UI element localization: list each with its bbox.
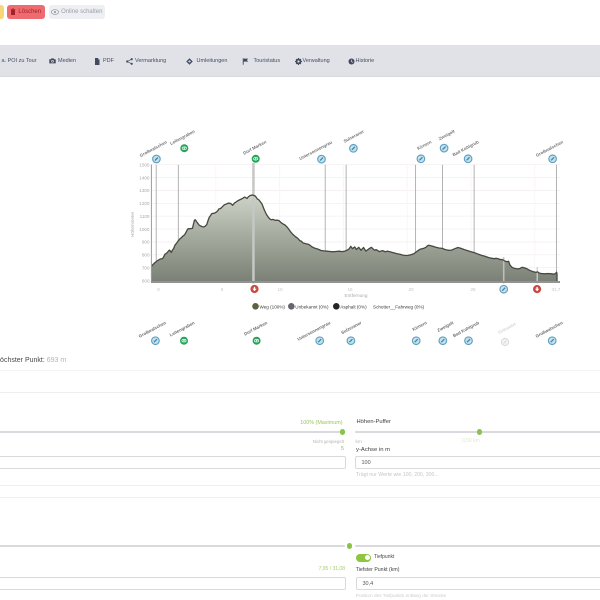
svg-text:Großwalschen: Großwalschen [535,320,564,339]
svg-text:Bad Kohlgrub: Bad Kohlgrub [452,139,480,157]
svg-text:1400: 1400 [139,175,150,180]
svg-text:Kirnern: Kirnern [416,139,432,151]
svg-text:20: 20 [408,287,414,292]
svg-text:Dorf Marken: Dorf Marken [243,320,268,337]
svg-text:Asphalt (0%): Asphalt (0%) [340,304,367,309]
svg-text:Untersonnengrau: Untersonnengrau [297,320,332,342]
svg-text:Grieswirt: Grieswirt [497,321,517,335]
svg-text:Weg (100%): Weg (100%) [260,304,286,309]
svg-text:Unbekannt (0%): Unbekannt (0%) [295,304,329,309]
svg-text:Leitengraben: Leitengraben [169,320,196,338]
svg-text:Sulzeraner: Sulzeraner [340,320,362,335]
svg-text:Untersonnengrau: Untersonnengrau [298,139,333,161]
svg-text:1200: 1200 [139,201,150,206]
svg-text:800: 800 [142,253,150,258]
svg-text:Zweigelt: Zweigelt [436,320,454,333]
svg-text:Kirnern: Kirnern [412,320,428,332]
svg-text:Sulzeraner: Sulzeraner [343,129,365,144]
svg-text:Bad Kohlgrub: Bad Kohlgrub [452,320,480,338]
svg-text:1100: 1100 [140,214,150,219]
svg-text:Großwalschen: Großwalschen [535,139,564,158]
svg-text:5: 5 [221,287,224,292]
svg-text:1300: 1300 [139,188,150,193]
svg-text:700: 700 [142,265,150,270]
svg-text:Leitengraben: Leitengraben [169,129,196,147]
svg-text:10: 10 [277,287,283,292]
svg-text:Großwalschen: Großwalschen [138,320,167,339]
svg-text:900: 900 [142,240,150,245]
svg-text:1000: 1000 [139,227,150,232]
svg-text:600: 600 [142,278,150,283]
svg-text:0: 0 [157,287,160,292]
svg-text:31,7: 31,7 [552,287,561,292]
svg-text:Zweigelt: Zweigelt [438,128,456,141]
svg-text:1500: 1500 [139,162,150,167]
svg-text:Großwalschen: Großwalschen [139,139,168,158]
svg-text:Dorf Marken: Dorf Marken [242,139,267,156]
svg-text:Schotter__Fahrweg (0%): Schotter__Fahrweg (0%) [373,304,425,309]
svg-text:25: 25 [470,287,476,292]
svg-text:Entfernung: Entfernung [345,293,368,298]
svg-text:Höhenmeter: Höhenmeter [130,211,135,237]
svg-text:15: 15 [347,287,353,292]
